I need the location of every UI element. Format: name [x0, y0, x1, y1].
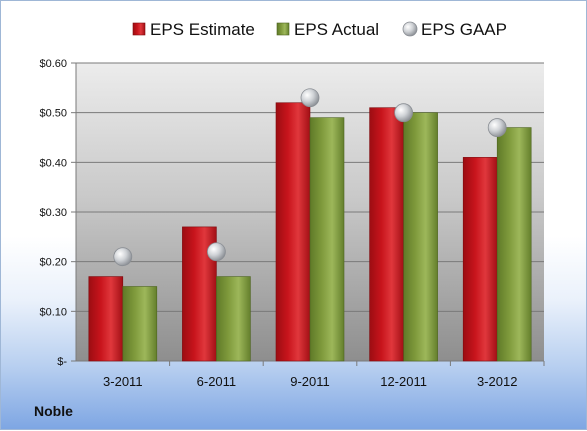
y-tick-label: $0.40 [39, 157, 67, 169]
x-category-label: 3-2011 [103, 374, 143, 389]
y-tick-label: $0.10 [39, 306, 67, 318]
y-tick-label: $0.20 [39, 257, 67, 269]
x-category-label: 9-2011 [290, 374, 330, 389]
marker-eps-gaap [206, 242, 226, 262]
bar-eps-estimate [462, 157, 498, 362]
y-tick-label: $0.30 [39, 207, 67, 219]
legend-label: EPS Actual [294, 20, 379, 39]
marker-eps-gaap [113, 247, 133, 267]
y-tick-label: $0.60 [39, 58, 67, 70]
x-category-label: 3-2012 [477, 374, 517, 389]
bar-eps-estimate [88, 276, 124, 362]
legend-eps-actual: EPS Actual [276, 20, 379, 39]
x-category-label: 12-2011 [380, 374, 427, 389]
bar-eps-actual [403, 112, 438, 362]
legend-swatch [276, 22, 290, 36]
legend-label: EPS GAAP [421, 20, 507, 39]
marker-eps-gaap [487, 118, 507, 137]
marker-eps-gaap [394, 103, 414, 123]
legend-label: EPS Estimate [150, 20, 255, 39]
x-category-label: 6-2011 [197, 374, 237, 389]
legend-swatch [132, 22, 146, 36]
company-label: Noble [34, 403, 73, 419]
bar-eps-estimate [369, 107, 404, 362]
marker-eps-gaap [300, 88, 320, 108]
y-tick-label: $- [57, 356, 67, 368]
bar-eps-actual [122, 286, 158, 362]
legend-eps-estimate: EPS Estimate [132, 20, 255, 39]
bar-eps-actual [216, 276, 251, 362]
bar-eps-estimate [275, 102, 311, 362]
legend-eps-gaap: EPS GAAP [402, 20, 507, 39]
bar-eps-actual [496, 127, 532, 362]
y-tick-label: $0.50 [39, 108, 67, 120]
bar-eps-actual [309, 117, 345, 362]
legend-swatch [402, 21, 418, 37]
